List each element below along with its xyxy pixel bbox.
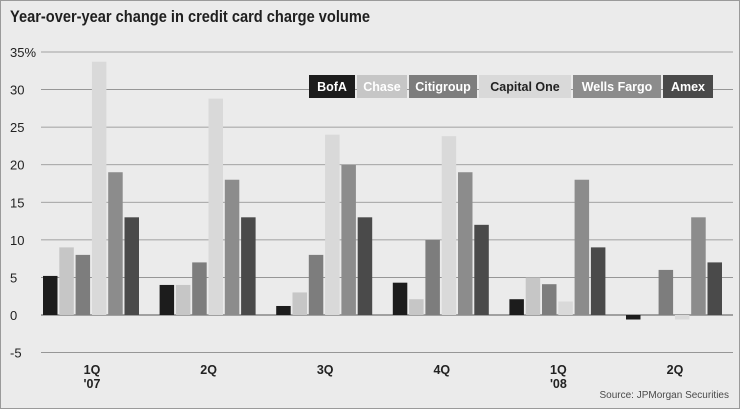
bar [558, 301, 573, 315]
bar [43, 275, 58, 315]
x-tick-label: 1Q [550, 363, 567, 377]
legend-swatch [479, 75, 571, 98]
x-tick-label: 3Q [317, 363, 334, 377]
y-tick-label: 25 [10, 120, 24, 135]
bar [409, 299, 424, 315]
legend-label: Wells Fargo [582, 80, 653, 94]
bar [59, 247, 74, 315]
y-tick-label: 0 [10, 308, 17, 323]
legend-swatch [357, 75, 407, 98]
bar [124, 217, 139, 315]
bar [159, 284, 175, 315]
legend-label: Amex [671, 80, 705, 94]
y-tick-label: 15 [10, 195, 24, 210]
x-tick-label: 2Q [200, 363, 217, 377]
source-note: Source: JPMorgan Securities [599, 390, 729, 401]
bar [425, 239, 440, 315]
legend-label: Chase [363, 80, 401, 94]
bar [674, 315, 690, 320]
bar [707, 262, 722, 315]
y-tick-label: 20 [10, 158, 24, 173]
bar [325, 134, 340, 315]
bar [241, 217, 256, 315]
legend-swatch [409, 75, 477, 98]
bar [474, 224, 489, 315]
bar [574, 179, 590, 315]
bar [91, 61, 107, 315]
x-tick-label: '07 [84, 377, 101, 391]
bar [441, 136, 457, 315]
legend-swatch [309, 75, 355, 98]
bar [276, 305, 291, 315]
y-tick-label: 35% [10, 45, 36, 60]
bar [224, 179, 240, 315]
bar [208, 98, 223, 316]
bar [75, 254, 91, 315]
legend-label: Capital One [490, 80, 560, 94]
bar [658, 269, 674, 315]
x-tick-label: '08 [550, 377, 567, 391]
bar [292, 292, 307, 315]
x-tick-label: 2Q [667, 363, 684, 377]
bar [509, 299, 524, 315]
bar [108, 172, 123, 315]
bar [341, 164, 356, 315]
bar [392, 282, 408, 315]
bar [192, 262, 207, 315]
bar [458, 172, 473, 315]
bar [626, 315, 641, 320]
x-tick-label: 4Q [433, 363, 450, 377]
bar [357, 217, 373, 315]
bar [525, 277, 541, 315]
bar [691, 217, 706, 315]
legend-swatch [573, 75, 661, 98]
bar [590, 247, 606, 315]
bar [542, 284, 557, 315]
y-tick-label: -5 [10, 346, 22, 361]
y-tick-label: 30 [10, 83, 24, 98]
y-tick-label: 5 [10, 270, 17, 285]
legend-swatch [663, 75, 713, 98]
x-tick-label: 1Q [84, 363, 101, 377]
legend-label: Citigroup [415, 80, 471, 94]
y-tick-label: 10 [10, 233, 24, 248]
bar [308, 254, 324, 315]
bar [175, 284, 191, 315]
legend-label: BofA [317, 80, 347, 94]
chart-title: Year-over-year change in credit card cha… [10, 7, 370, 26]
